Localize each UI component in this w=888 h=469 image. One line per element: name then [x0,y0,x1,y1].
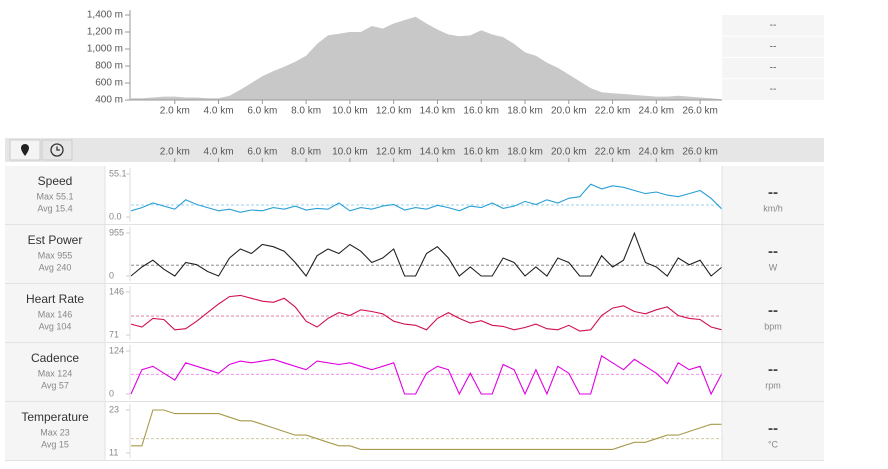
x-tick-label: 22.0 km [595,106,631,117]
x-tick-label: 20.0 km [551,147,587,158]
y-tick-label: 11 [109,447,118,457]
row-label-panel [5,343,105,401]
row-max: Max 955 [38,250,73,260]
y-tick-label: 600 m [95,78,123,89]
x-tick-label: 4.0 km [204,147,234,158]
row-title: Est Power [28,233,83,247]
row-current: -- [768,243,778,260]
row-avg: Avg 104 [39,321,72,331]
y-tick-label: 400 m [95,95,123,106]
y-tick-label: 1,000 m [87,44,123,55]
series-line [130,294,723,332]
x-tick-label: 20.0 km [551,106,587,117]
x-tick-label: 16.0 km [463,106,499,117]
x-tick-label: 12.0 km [376,147,412,158]
x-tick-label: 6.0 km [247,106,277,117]
x-tick-label: 2.0 km [160,147,190,158]
row-unit: W [769,262,778,272]
x-tick-label: 22.0 km [595,147,631,158]
row-title: Cadence [31,351,79,365]
stat-value: -- [770,20,777,31]
row-max: Max 146 [38,309,73,319]
row-avg: Avg 15 [41,439,69,449]
row-current: -- [768,361,778,378]
row-unit: rpm [765,380,781,390]
elevation-area [131,16,722,101]
x-tick-label: 18.0 km [507,106,543,117]
y-tick-label: 0 [109,270,114,280]
x-tick-label: 24.0 km [639,106,675,117]
x-tick-label: 14.0 km [420,106,456,117]
row-label-panel [5,166,105,224]
row-max: Max 124 [38,368,73,378]
row-avg: Avg 240 [39,262,72,272]
y-tick-label: 1,400 m [87,10,123,21]
x-tick-label: 4.0 km [204,106,234,117]
y-tick-label: 146 [109,286,124,296]
series-line [130,183,723,213]
x-tick-label: 24.0 km [639,147,675,158]
row-current-panel [722,225,824,283]
row-current-panel [722,343,824,401]
row-current-panel [722,166,824,224]
row-current: -- [768,184,778,201]
x-tick-label: 26.0 km [682,106,718,117]
toolbar [5,138,824,162]
row-unit: bpm [764,321,782,331]
row-label-panel [5,402,105,460]
row-max: Max 23 [40,427,70,437]
row-max: Max 55.1 [36,191,73,201]
series-line [130,355,723,396]
x-tick-label: 26.0 km [682,147,718,158]
row-avg: Avg 15.4 [37,203,72,213]
y-tick-label: 0 [109,388,114,398]
row-current: -- [768,420,778,437]
row-current-panel [722,402,824,460]
time-button[interactable] [41,139,73,161]
y-tick-label: 1,200 m [87,27,123,38]
map-button[interactable] [9,139,41,161]
row-title: Temperature [21,410,89,424]
row-current-panel [722,284,824,342]
row-label-panel [5,284,105,342]
x-tick-label: 14.0 km [420,147,456,158]
row-unit: km/h [763,203,783,213]
x-tick-label: 10.0 km [332,106,368,117]
series-line [130,231,723,277]
y-tick-label: 124 [109,345,124,355]
row-title: Speed [38,174,73,188]
y-tick-label: 55.1 [109,168,127,178]
row-label-panel [5,225,105,283]
y-tick-label: 71 [109,329,119,339]
stat-value: -- [770,84,777,95]
row-current: -- [768,302,778,319]
stat-value: -- [770,63,777,74]
x-tick-label: 18.0 km [507,147,543,158]
stat-value: -- [770,41,777,52]
x-tick-label: 16.0 km [463,147,499,158]
row-avg: Avg 57 [41,380,69,390]
y-tick-label: 800 m [95,61,123,72]
x-tick-label: 8.0 km [291,106,321,117]
x-tick-label: 8.0 km [291,147,321,158]
x-tick-label: 2.0 km [160,106,190,117]
x-tick-label: 6.0 km [247,147,277,158]
x-tick-label: 12.0 km [376,106,412,117]
row-unit: °C [768,439,779,449]
x-tick-label: 10.0 km [332,147,368,158]
row-title: Heart Rate [26,292,84,306]
y-tick-label: 955 [109,227,124,237]
y-tick-label: 0.0 [109,211,122,221]
y-tick-label: 23 [109,404,119,414]
series-line [131,409,722,450]
